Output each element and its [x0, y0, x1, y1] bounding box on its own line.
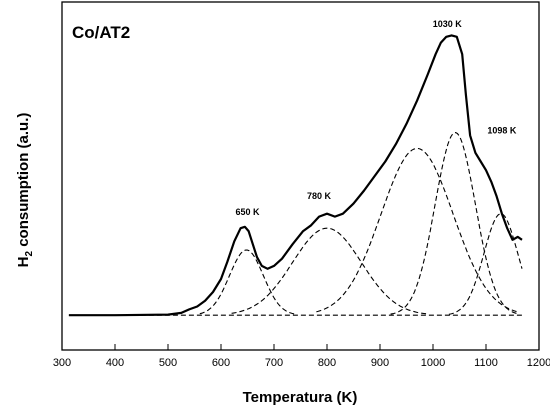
y-axis-label-subscript: 2 [24, 251, 35, 257]
panel-label: Co/AT2 [72, 23, 130, 42]
x-axis-ticks: 300 400 500 600 700 800 900 1000 1100 1200 [53, 344, 550, 369]
deconvoluted-peak-2 [231, 227, 428, 315]
y-axis-label-rest: consumption (a.u.) [15, 113, 32, 251]
x-tick-label: 400 [106, 357, 124, 369]
h2-consumption-profile [68, 34, 523, 317]
peak-label: 650 K [235, 207, 260, 217]
x-tick-label: 600 [212, 357, 230, 369]
deconvoluted-peak-5 [448, 213, 523, 315]
x-tick-label: 900 [371, 357, 389, 369]
x-tick-label: 700 [265, 357, 283, 369]
peak-label: 1030 K [433, 19, 463, 29]
peak-annotations: 650 K 780 K 1030 K 1098 K [235, 19, 516, 217]
plot-frame [61, 1, 540, 351]
y-axis-label: H2 consumption (a.u.) [15, 113, 35, 268]
x-tick-label: 800 [318, 357, 336, 369]
x-axis-label: Temperatura (K) [243, 389, 358, 406]
x-tick-label: 1000 [421, 357, 445, 369]
peak-label: 780 K [307, 191, 332, 201]
deconvoluted-peak-3 [316, 147, 517, 313]
peak-label: 1098 K [487, 125, 517, 135]
x-tick-label: 300 [53, 357, 71, 369]
y-axis-label-main: H [15, 257, 32, 268]
x-tick-label: 1200 [527, 357, 550, 369]
x-tick-label: 1100 [474, 357, 498, 369]
x-tick-label: 500 [159, 357, 177, 369]
series-layer [68, 34, 523, 317]
deconvoluted-peak-4 [390, 132, 520, 315]
deconvoluted-peak-1 [199, 249, 296, 315]
